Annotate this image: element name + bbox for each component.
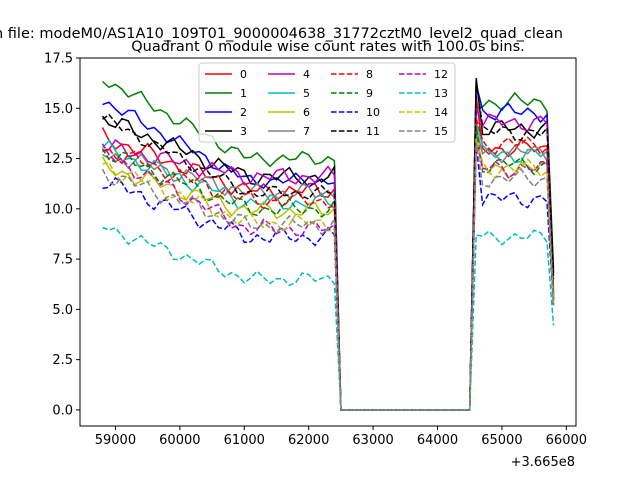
legend-label-10: 10 — [366, 106, 380, 119]
y-tick-label: 5.0 — [52, 303, 73, 318]
x-tick-label: 59000 — [95, 433, 136, 448]
y-axis: 0.0 2.5 5.0 7.5 10.0 12.5 15.0 17.5 — [44, 52, 80, 418]
legend-label-15: 15 — [434, 125, 448, 138]
series-line-1 — [102, 80, 555, 411]
legend-label-3: 3 — [240, 125, 247, 138]
x-tick-label: 63000 — [352, 433, 393, 448]
legend-label-11: 11 — [366, 125, 380, 138]
y-tick-label: 15.0 — [44, 102, 73, 117]
y-tick-label: 12.5 — [44, 152, 73, 167]
series-line-13 — [102, 226, 555, 411]
series-line-4 — [102, 108, 555, 411]
legend-label-6: 6 — [303, 106, 310, 119]
legend-label-8: 8 — [366, 68, 373, 81]
x-axis: 59000 60000 61000 62000 63000 64000 65000 66000 — [95, 426, 587, 448]
x-offset-label: +3.665e8 — [511, 455, 575, 470]
series-line-10 — [102, 144, 555, 411]
legend-label-13: 13 — [434, 87, 448, 100]
legend-label-1: 1 — [240, 87, 247, 100]
figure-suptitle: n file: modeM0/AS1A10_109T01_9000004638_… — [0, 26, 563, 42]
legend-label-4: 4 — [303, 68, 310, 81]
x-tick-label: 66000 — [546, 433, 587, 448]
series-line-11 — [102, 81, 555, 411]
y-tick-label: 2.5 — [52, 353, 73, 368]
x-tick-label: 62000 — [288, 433, 329, 448]
y-tick-label: 10.0 — [44, 202, 73, 217]
legend-label-5: 5 — [303, 87, 310, 100]
x-tick-label: 60000 — [159, 433, 200, 448]
legend-label-7: 7 — [303, 125, 310, 138]
legend-label-12: 12 — [434, 68, 448, 81]
legend-label-2: 2 — [240, 106, 247, 119]
series-line-12 — [101, 138, 555, 411]
series-line-7 — [102, 128, 555, 411]
series-layer — [101, 78, 555, 411]
y-tick-label: 7.5 — [52, 253, 73, 268]
series-line-15 — [101, 142, 555, 411]
plot-frame — [79, 57, 577, 427]
legend-label-0: 0 — [240, 68, 247, 81]
y-tick-label: 17.5 — [44, 52, 73, 67]
series-line-8 — [102, 118, 555, 411]
legend-label-14: 14 — [434, 106, 448, 119]
x-tick-label: 64000 — [417, 433, 458, 448]
x-tick-label: 65000 — [481, 433, 522, 448]
y-tick-label: 0.0 — [52, 403, 73, 418]
series-line-9 — [101, 126, 555, 411]
x-tick-label: 61000 — [224, 433, 265, 448]
series-line-14 — [102, 138, 555, 411]
legend-box — [198, 62, 456, 143]
legend-label-9: 9 — [366, 87, 373, 100]
chart-title: Quadrant 0 module wise count rates with … — [131, 39, 525, 55]
series-line-5 — [101, 122, 555, 411]
